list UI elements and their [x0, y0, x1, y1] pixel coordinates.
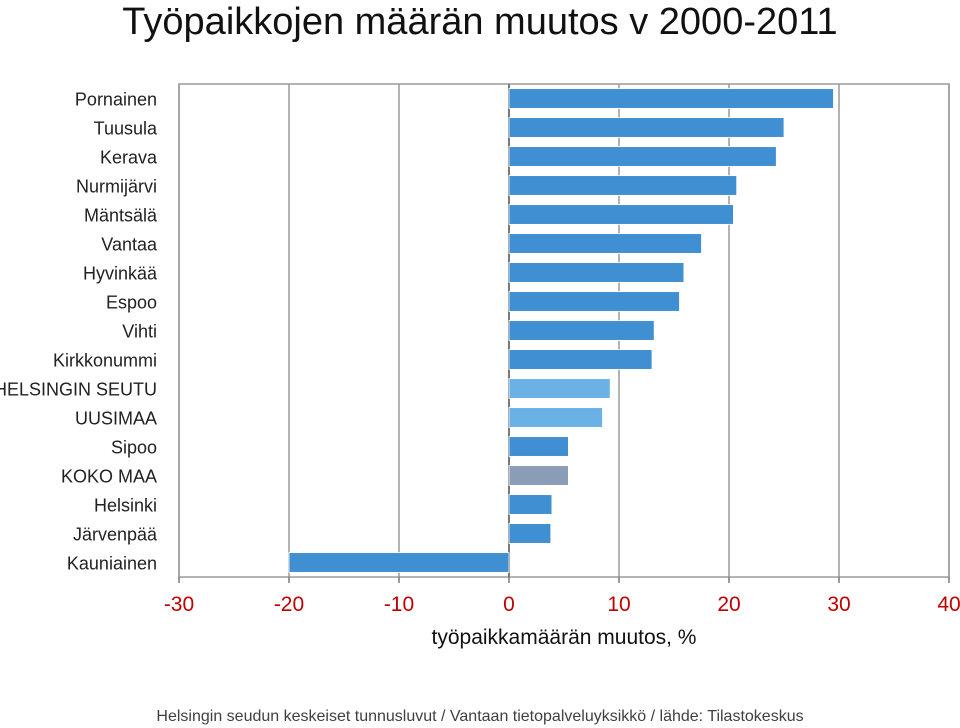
- bar: [508, 349, 653, 370]
- category-label: Vihti: [122, 322, 157, 342]
- x-axis: -30 -20 -10 0 10 20 30 40: [164, 577, 960, 616]
- bar: [508, 436, 569, 457]
- category-label: Helsinki: [94, 496, 157, 516]
- x-tick-label: -20: [274, 593, 304, 616]
- x-axis-label: työpaikkamäärän muutos, %: [432, 626, 697, 649]
- bar: [508, 523, 552, 544]
- bars: [288, 88, 834, 573]
- bar: [508, 175, 738, 196]
- chart-title: Työpaikkojen määrän muutos v 2000-2011: [122, 1, 838, 43]
- category-labels: Pornainen Tuusula Kerava Nurmijärvi Mäntsälä…: [0, 90, 158, 574]
- category-label: Vantaa: [101, 235, 158, 255]
- category-label: Nurmijärvi: [76, 177, 157, 197]
- source-footer: Helsingin seudun keskeiset tunnusluvut /…: [156, 708, 804, 725]
- x-tick-label: 20: [717, 593, 740, 616]
- x-tick-label: -10: [384, 593, 414, 616]
- bar: [508, 117, 785, 138]
- x-tick-label: 0: [503, 593, 515, 616]
- category-label: Sipoo: [111, 438, 157, 458]
- bar: [508, 494, 553, 515]
- bar: [508, 204, 734, 225]
- x-tick-label: -30: [164, 593, 194, 616]
- bar: [288, 552, 510, 573]
- x-tick-label: 10: [607, 593, 630, 616]
- category-label: Kirkkonummi: [53, 351, 157, 371]
- bar: [508, 262, 685, 283]
- bar: [508, 320, 655, 341]
- category-label: Tuusula: [94, 119, 158, 139]
- bar: [508, 291, 680, 312]
- category-label: Kauniainen: [67, 554, 157, 574]
- bar: [508, 465, 569, 486]
- category-label: Mäntsälä: [84, 206, 158, 226]
- bar: [508, 378, 611, 399]
- x-tick-label: 30: [827, 593, 850, 616]
- bar: [508, 146, 777, 167]
- category-label: KOKO MAA: [61, 467, 157, 487]
- bar: [508, 88, 834, 109]
- category-label: HELSINGIN SEUTU: [0, 380, 157, 400]
- category-label: UUSIMAA: [75, 409, 157, 429]
- x-tick-label: 40: [937, 593, 960, 616]
- bar: [508, 407, 603, 428]
- category-label: Espoo: [106, 293, 157, 313]
- bar: [508, 233, 702, 254]
- category-label: Järvenpää: [73, 525, 158, 545]
- category-label: Hyvinkää: [83, 264, 158, 284]
- category-label: Kerava: [100, 148, 158, 168]
- category-label: Pornainen: [75, 90, 157, 110]
